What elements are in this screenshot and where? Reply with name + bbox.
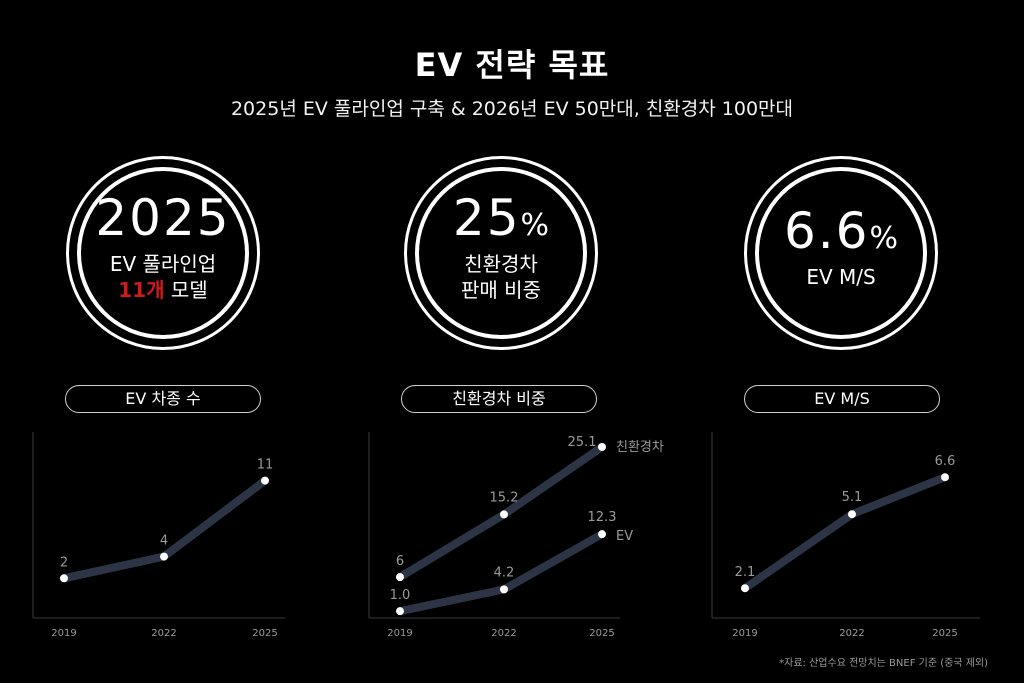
- kpi-ring-ev-models: 2025 EV 풀라인업 11개 모델: [66, 156, 260, 350]
- data-point: [500, 510, 508, 519]
- kpi-label-rest: 모델: [164, 278, 208, 302]
- footnote: *자료: 산업수요 전망치는 BNEF 기준 (중국 제외): [779, 658, 988, 669]
- kpi-ring-eco-share: 25% 친환경차 판매 비중: [404, 156, 598, 350]
- data-point: [741, 584, 749, 593]
- x-tick-label: 2025: [932, 628, 957, 639]
- data-point: [848, 510, 856, 519]
- data-label: 11: [257, 458, 274, 473]
- data-label: 2: [60, 555, 68, 570]
- data-point: [500, 585, 508, 594]
- data-label: 4.2: [494, 565, 515, 580]
- kpi-label-2: 11개 모델: [118, 277, 207, 303]
- kpi-label: 친환경차: [464, 252, 538, 276]
- kpi-unit: %: [520, 208, 550, 243]
- x-tick-label: 2022: [491, 628, 516, 639]
- data-label: 25.1: [568, 435, 597, 450]
- data-label: 15.2: [490, 490, 519, 505]
- data-label: 1.0: [390, 588, 411, 603]
- kpi-highlight: 11개: [118, 278, 165, 302]
- series-line: [60, 476, 269, 583]
- pill-eco-share: 친환경차 비중: [401, 385, 597, 413]
- data-label: 12.3: [588, 510, 617, 525]
- kpi-label-2: 판매 비중: [461, 278, 541, 302]
- x-tick-label: 2019: [732, 628, 757, 639]
- data-point: [60, 574, 68, 583]
- page-title: EV 전략 목표: [414, 46, 610, 84]
- kpi-label: EV 풀라인업: [109, 252, 217, 276]
- data-point: [160, 552, 168, 561]
- data-point: [396, 607, 404, 616]
- kpi-value: 6.6%: [784, 206, 898, 256]
- x-tick-label: 2025: [252, 628, 277, 639]
- pill-ev-ms: EV M/S: [744, 385, 940, 413]
- data-label: 4: [160, 534, 168, 549]
- kpi-ring-ev-ms: 6.6% EV M/S: [744, 156, 938, 350]
- series-name-label: 친환경차: [616, 440, 664, 455]
- data-label: 6: [396, 554, 404, 569]
- x-tick-label: 2019: [51, 628, 76, 639]
- kpi-label: EV M/S: [806, 265, 876, 289]
- page-subtitle: 2025년 EV 풀라인업 구축 & 2026년 EV 50만대, 친환경차 1…: [230, 98, 794, 120]
- data-label: 2.1: [735, 565, 756, 580]
- kpi-value: 2025: [95, 193, 230, 243]
- x-tick-label: 2022: [151, 628, 176, 639]
- x-tick-label: 2019: [387, 628, 412, 639]
- x-tick-label: 2022: [839, 628, 864, 639]
- kpi-unit: %: [869, 221, 899, 256]
- data-point: [261, 476, 269, 485]
- data-label: 5.1: [842, 490, 863, 505]
- kpi-number: 6.6: [783, 202, 870, 260]
- kpi-number: 2025: [95, 189, 231, 247]
- x-tick-label: 2025: [589, 628, 614, 639]
- series-name-label: EV: [616, 529, 633, 544]
- data-point: [941, 473, 949, 482]
- kpi-number: 25: [452, 189, 521, 247]
- data-point: [598, 530, 606, 539]
- data-point: [598, 442, 606, 451]
- data-point: [396, 573, 404, 582]
- kpi-value: 25%: [453, 193, 549, 243]
- data-label: 6.6: [935, 454, 956, 469]
- pill-ev-models: EV 차종 수: [65, 385, 261, 413]
